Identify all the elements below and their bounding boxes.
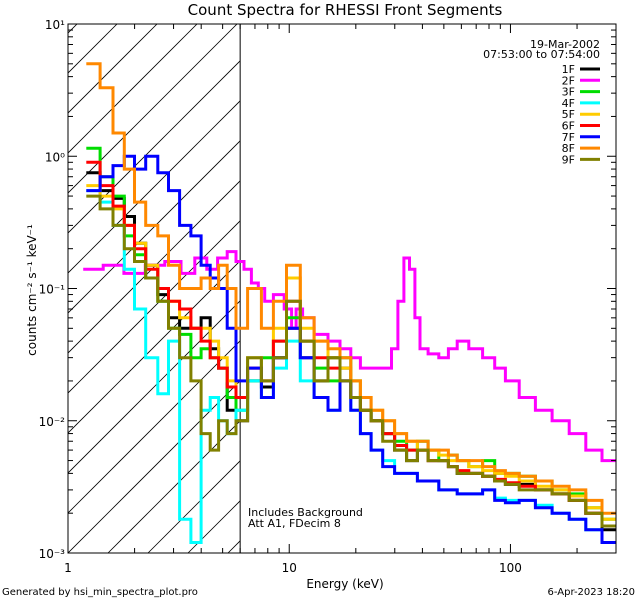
time-range-annotation: 07:53:00 to 07:54:00 — [483, 48, 600, 61]
y-tick-label: 10⁻¹ — [39, 283, 66, 297]
hatch-line — [68, 300, 241, 474]
hatch-line — [68, 220, 241, 394]
hatch-line — [68, 100, 241, 274]
x-tick-label: 1 — [64, 561, 72, 575]
timestamp-footer: 6-Apr-2023 18:20 — [548, 587, 635, 598]
y-tick-label: 10⁻³ — [39, 547, 66, 561]
legend-label-1f: 1F — [562, 63, 575, 76]
date-annotation: 19-Mar-2002 — [530, 38, 600, 51]
legend-label-7f: 7F — [562, 131, 575, 144]
legend-label-3f: 3F — [562, 86, 575, 99]
series-line-7f — [86, 154, 616, 544]
x-tick-label: 10 — [282, 561, 297, 575]
chart-title: Count Spectra for RHESSI Front Segments — [188, 1, 503, 19]
hatch-line — [68, 140, 241, 314]
legend-label-6f: 6F — [562, 120, 575, 133]
legend-label-2f: 2F — [562, 74, 575, 87]
series-line-6f — [86, 160, 616, 528]
y-tick-label: 10⁰ — [45, 150, 65, 164]
series-line-9f — [86, 194, 616, 528]
legend-label-5f: 5F — [562, 108, 575, 121]
legend-label-4f: 4F — [562, 97, 575, 110]
y-axis: 10¹ 10⁰ 10⁻¹ 10⁻² 10⁻³ — [39, 18, 616, 561]
hatch-line — [68, 24, 198, 154]
y-tick-label: 10⁻² — [39, 415, 66, 429]
generated-by-footer: Generated by hsi_min_spectra_plot.pro — [2, 587, 198, 598]
series-line-8f — [86, 62, 616, 515]
hatch-line — [107, 420, 241, 553]
hatch-line — [68, 24, 118, 74]
hatch-line — [68, 340, 241, 514]
series-layer — [83, 62, 616, 544]
x-tick-label: 100 — [499, 561, 522, 575]
attenuator-note: Att A1, FDecim 8 — [248, 517, 341, 530]
x-axis-label: Energy (keV) — [306, 577, 383, 591]
y-tick-label: 10¹ — [45, 18, 65, 32]
legend-label-8f: 8F — [562, 142, 575, 155]
hatch-line — [68, 24, 158, 114]
background-note: Includes Background — [248, 506, 363, 519]
y-axis-label: counts cm⁻² s⁻¹ keV⁻¹ — [25, 224, 39, 356]
x-axis: 1 10 100 — [64, 24, 617, 575]
hatch-line — [68, 24, 238, 194]
legend-label-9f: 9F — [562, 153, 575, 166]
hatch-line — [68, 380, 241, 553]
